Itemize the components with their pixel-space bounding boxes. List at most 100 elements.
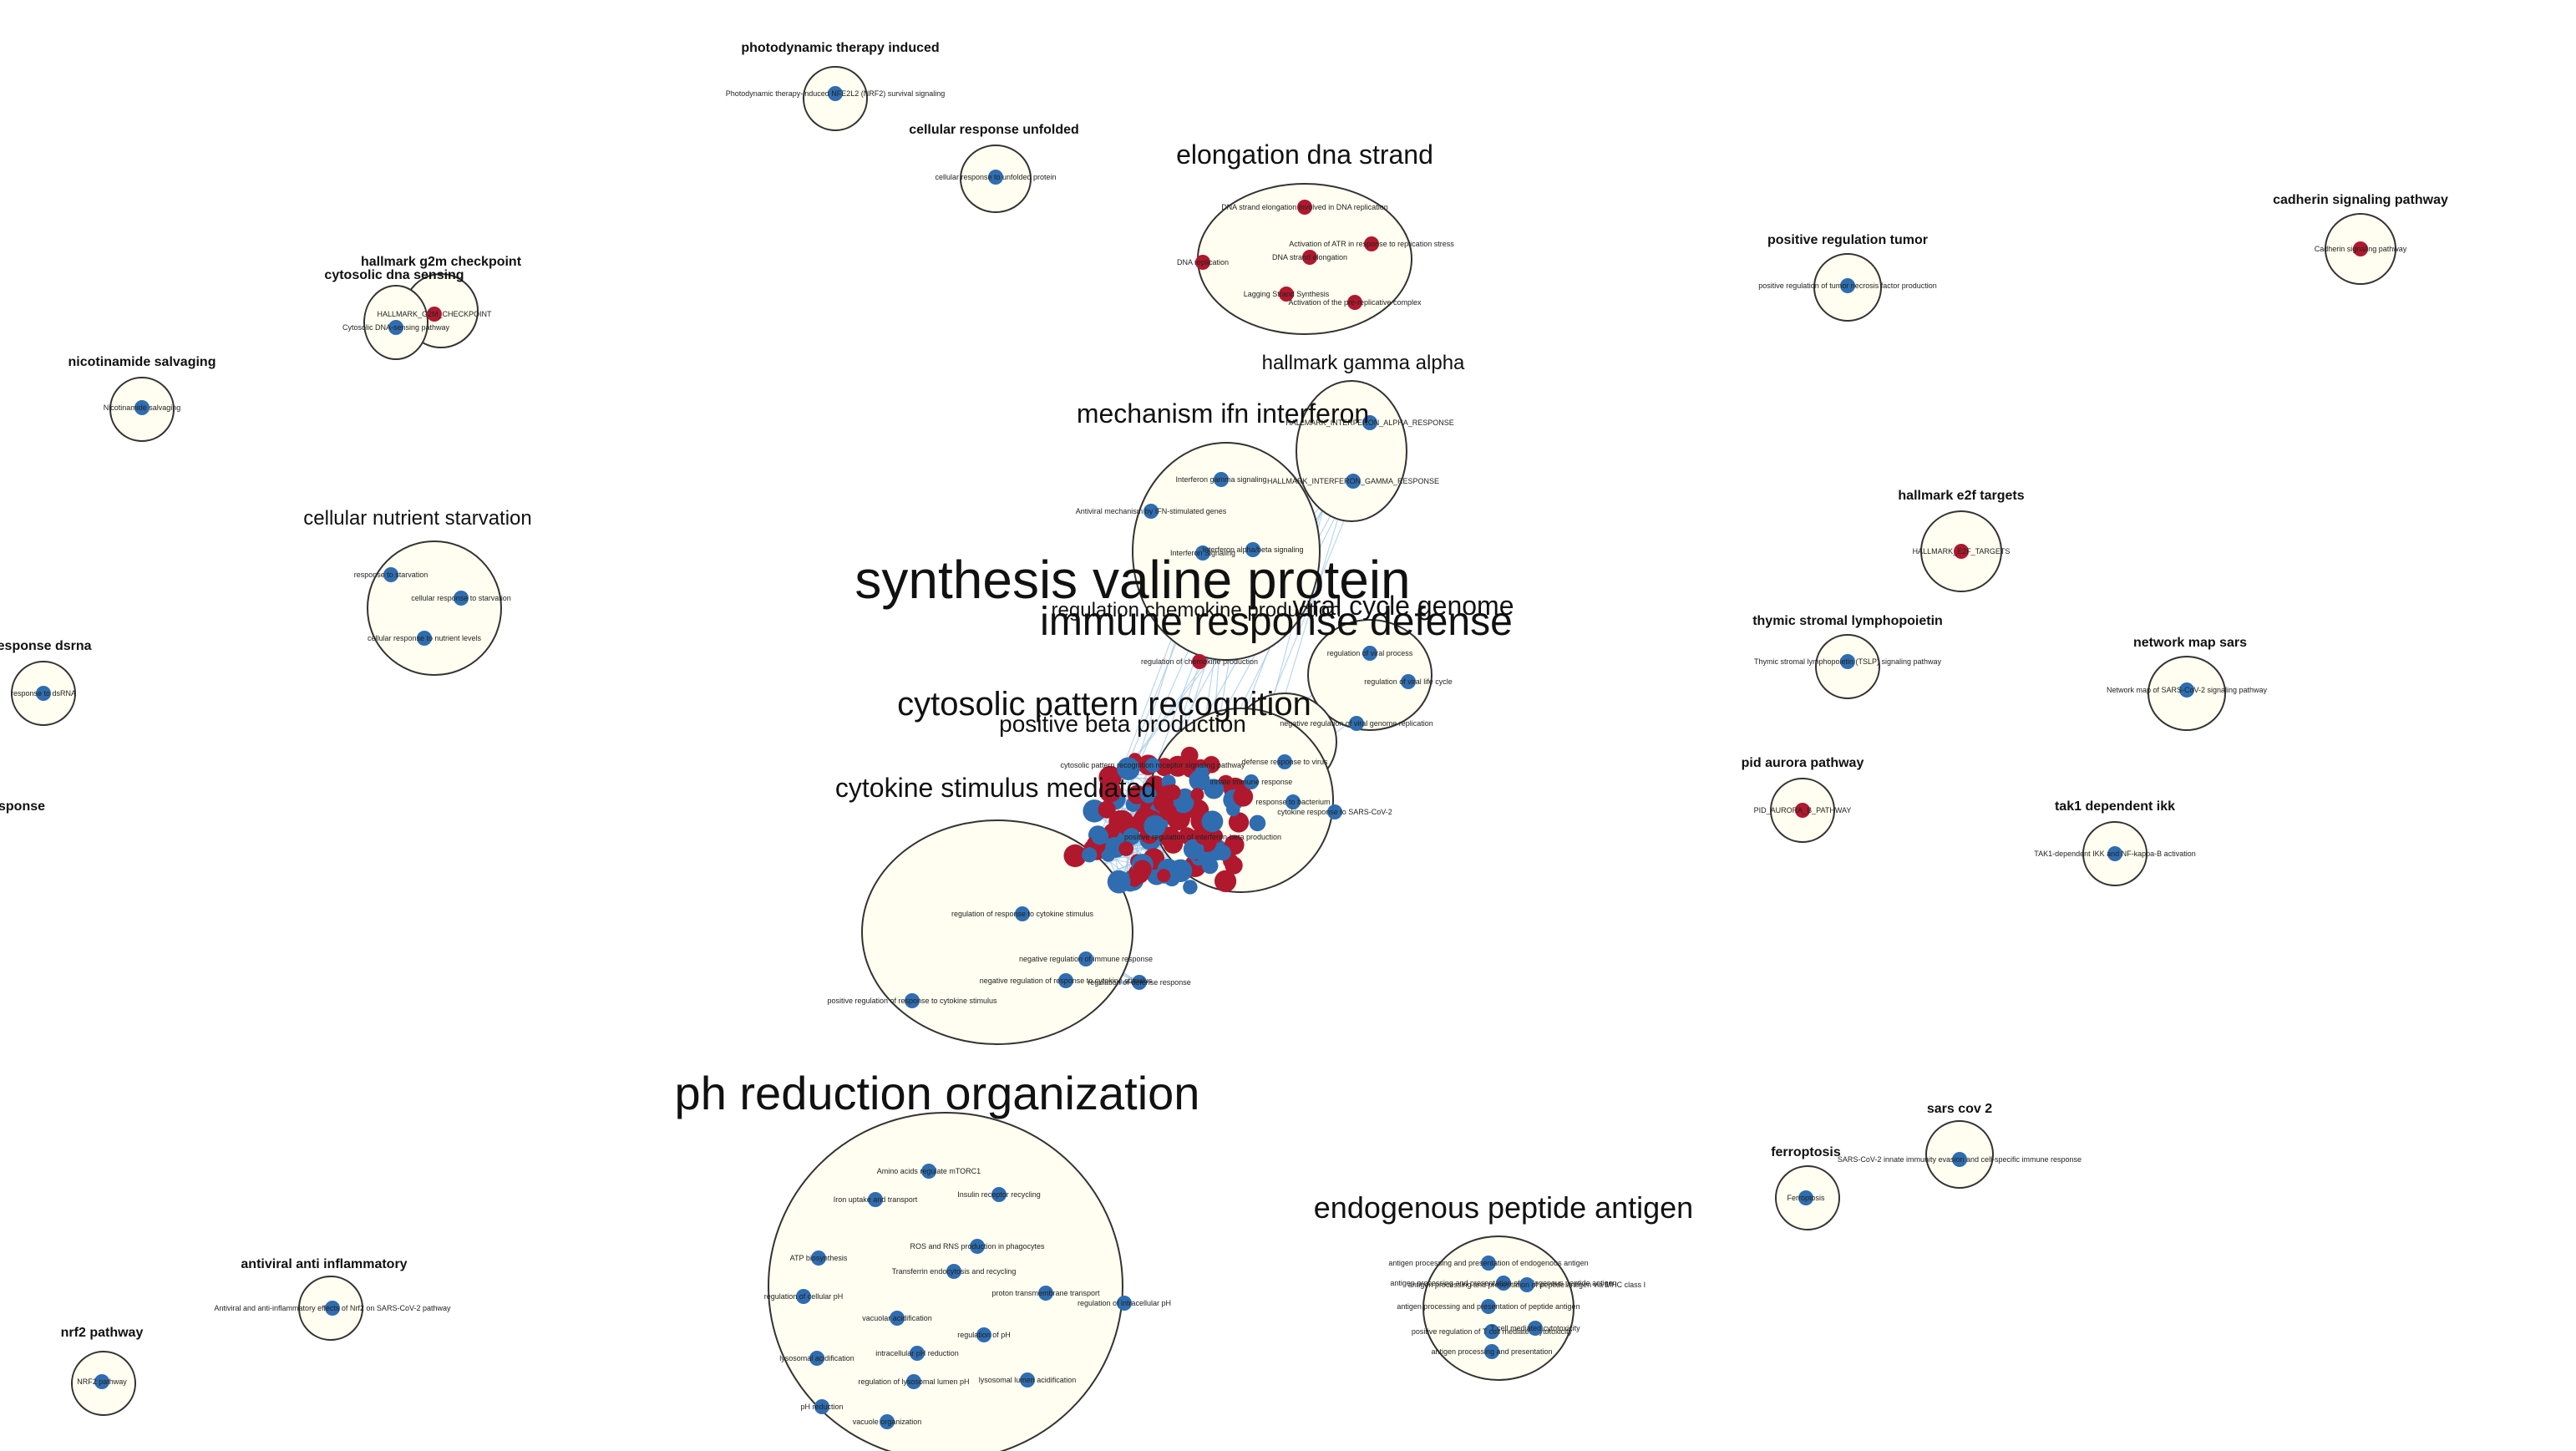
node-blue <box>828 86 843 101</box>
core-node <box>1225 856 1243 875</box>
core-node <box>1214 870 1237 892</box>
node-red <box>1297 200 1312 215</box>
cluster-title: cytokine stimulus mediated <box>835 773 1156 803</box>
node-blue <box>1058 973 1073 988</box>
core-node <box>1091 827 1108 845</box>
node-blue <box>1519 1277 1534 1292</box>
cluster-title: regulation chemokine production <box>1052 599 1341 621</box>
cluster-ellipse <box>1307 619 1433 731</box>
core-node <box>1082 847 1098 863</box>
node-label: antigen processing and presentation of p… <box>1397 1302 1580 1311</box>
cluster-title: response dsrna <box>0 639 92 653</box>
cluster-title: nicotinamide salvaging <box>68 355 216 369</box>
node-blue <box>36 686 51 701</box>
cluster-title: immune response defense <box>1040 600 1513 644</box>
node-label: Iron uptake and transport <box>834 1195 918 1204</box>
cluster-title: ph reduction organization <box>675 1067 1200 1119</box>
node-label: intracellular pH reduction <box>875 1349 959 1357</box>
cluster-title: tak1 dependent ikk <box>2055 799 2175 814</box>
core-node <box>1155 758 1174 777</box>
node-blue <box>1038 1286 1053 1301</box>
node-label: Ferroptosis <box>1787 1194 1825 1202</box>
node-label: Insulin receptor recycling <box>957 1190 1041 1199</box>
node-blue <box>976 1327 991 1342</box>
node-blue <box>809 1351 824 1366</box>
node-blue <box>325 1301 340 1316</box>
node-red <box>1302 250 1317 265</box>
cluster-title: ferroptosis <box>1771 1145 1841 1159</box>
core-node <box>1107 870 1131 894</box>
node-blue <box>1798 1190 1813 1205</box>
node-label: antigen processing and presentation of e… <box>1388 1259 1588 1267</box>
node-blue <box>890 1311 905 1326</box>
node-label: T cell mediated cytotoxicity <box>1490 1324 1580 1332</box>
core-node <box>1117 757 1140 781</box>
node-label: negative regulation of response to cytok… <box>980 977 1153 985</box>
node-label: Photodynamic therapy-induced NFE2L2 (NRF… <box>726 89 946 98</box>
node-blue <box>1840 278 1855 293</box>
node-label: positive regulation of tumor necrosis fa… <box>1758 282 1937 290</box>
node-label: antigen processing and presentation of p… <box>1408 1281 1645 1289</box>
node-label: ATP biosynthesis <box>790 1254 848 1262</box>
node-label: regulation of viral process <box>1327 649 1413 657</box>
core-node <box>1105 837 1123 855</box>
node-blue <box>1244 774 1259 789</box>
node-blue <box>1277 754 1292 769</box>
node-blue <box>905 993 920 1008</box>
core-node <box>1201 857 1219 875</box>
node-blue <box>1401 674 1416 689</box>
node-label: HALLMARK_INTERFERON_ALPHA_RESPONSE <box>1285 419 1454 427</box>
core-node <box>1190 788 1204 802</box>
node-label: TAK1-dependent IKK and NF-kappa-B activa… <box>2034 850 2195 858</box>
node-blue <box>1195 545 1210 561</box>
cluster-ellipse <box>1422 1235 1575 1381</box>
node-red <box>1195 830 1210 845</box>
node-label: Interferon Signaling <box>1170 549 1235 557</box>
node-blue <box>1481 1256 1496 1271</box>
node-blue <box>1245 542 1260 557</box>
node-label: response to bacterium <box>1255 798 1330 806</box>
node-blue <box>1952 1152 1967 1167</box>
core-node <box>1133 860 1152 879</box>
cluster-title: endogenous peptide antigen <box>1314 1190 1693 1225</box>
core-node <box>1183 880 1198 895</box>
node-blue <box>1362 646 1377 661</box>
node-label: DNA strand elongation <box>1272 253 1347 261</box>
node-blue <box>1346 474 1361 489</box>
node-label: pH reduction <box>800 1403 843 1411</box>
node-label: Cadherin signaling pathway <box>2315 245 2407 253</box>
cluster-title: mechanism ifn interferon <box>1077 398 1369 429</box>
cluster-title: cadherin signaling pathway <box>2273 193 2448 207</box>
cluster-ellipse <box>768 1112 1123 1451</box>
core-node <box>1228 812 1250 833</box>
node-label: Antiviral and anti-inflammatory effects … <box>215 1304 451 1312</box>
cluster-title: cellular nutrient starvation <box>303 507 531 530</box>
core-node <box>1123 828 1141 845</box>
cluster-title: positive regulation tumor <box>1767 233 1928 247</box>
cluster-title: photodynamic therapy induced <box>741 41 939 55</box>
node-label: Antiviral mechanism by IFN-stimulated ge… <box>1076 507 1227 515</box>
node-red <box>1954 544 1969 559</box>
node-blue <box>134 400 150 415</box>
core-node <box>1063 844 1087 868</box>
core-node <box>1118 841 1134 856</box>
dense-core-node-cloud: Photodynamic therapy-induced NFE2L2 (NRF… <box>11 86 2407 1429</box>
node-label: cellular response to nutrient levels <box>368 634 482 642</box>
cluster-title: hallmark e2f targets <box>1898 489 2024 503</box>
core-node <box>1183 839 1204 860</box>
node-label: proton transmembrane transport <box>991 1289 1100 1297</box>
cluster-ellipse <box>367 540 502 676</box>
node-label: Activation of ATR in response to replica… <box>1289 240 1454 248</box>
node-red <box>1795 803 1810 818</box>
node-label: regulation of chemokine production <box>1141 657 1258 666</box>
node-red <box>1192 654 1207 669</box>
node-label: DNA replication <box>1177 258 1229 266</box>
node-blue <box>94 1374 109 1389</box>
node-blue <box>388 320 403 335</box>
node-label: cytokine response to SARS-CoV-2 <box>1277 808 1392 816</box>
cluster-title: antiviral anti inflammatory <box>241 1257 407 1271</box>
core-node <box>1201 810 1224 833</box>
node-blue <box>1481 1299 1496 1314</box>
node-label: regulation of pH <box>957 1331 1011 1339</box>
